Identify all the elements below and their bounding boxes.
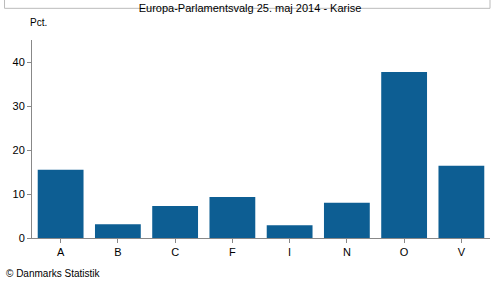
svg-text:© Danmarks Statistik: © Danmarks Statistik (6, 268, 101, 279)
svg-text:40: 40 (13, 56, 25, 68)
svg-text:0: 0 (19, 232, 25, 244)
svg-text:B: B (114, 246, 121, 258)
svg-text:Europa-Parlamentsvalg 25. maj: Europa-Parlamentsvalg 25. maj 2014 - Kar… (139, 2, 362, 14)
svg-text:V: V (458, 246, 466, 258)
svg-text:30: 30 (13, 100, 25, 112)
svg-text:10: 10 (13, 188, 25, 200)
svg-text:Pct.: Pct. (30, 17, 47, 28)
svg-text:I: I (288, 246, 291, 258)
svg-text:A: A (57, 246, 65, 258)
svg-text:N: N (343, 246, 351, 258)
svg-text:F: F (229, 246, 236, 258)
svg-text:C: C (171, 246, 179, 258)
svg-text:20: 20 (13, 144, 25, 156)
svg-text:O: O (400, 246, 409, 258)
